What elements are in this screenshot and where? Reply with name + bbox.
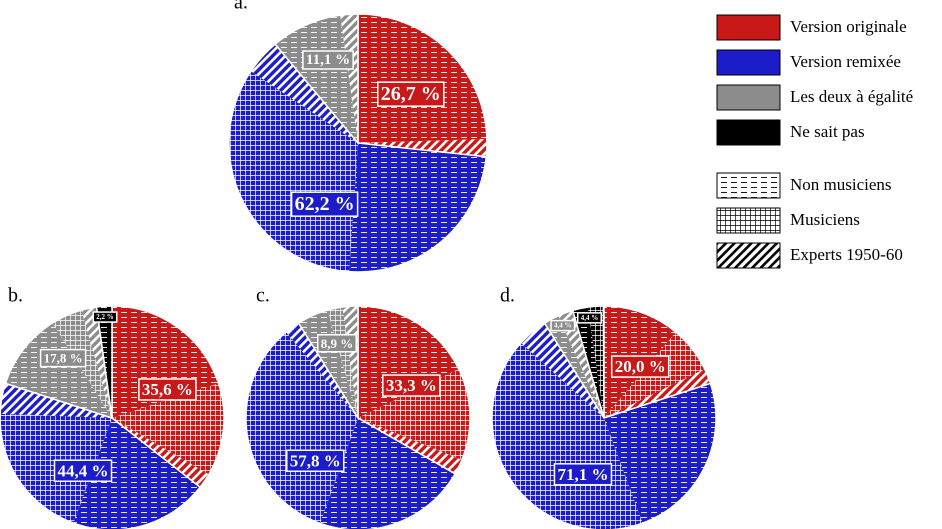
value-label: 44,4 % xyxy=(58,461,109,480)
pie-part xyxy=(112,383,224,475)
pie-slice xyxy=(245,322,457,529)
pie-slice xyxy=(491,322,717,529)
pie-part xyxy=(358,418,462,474)
pie-labels: 26,7 % 62,2 % 11,1 % xyxy=(290,50,445,217)
value-label-box xyxy=(39,348,87,368)
pie-part xyxy=(298,310,358,418)
pie-part xyxy=(358,14,487,143)
pie xyxy=(0,305,225,529)
value-label-box xyxy=(302,50,354,70)
pie-slice xyxy=(228,43,488,273)
legend-label: Experts 1950-60 xyxy=(790,245,903,264)
pie xyxy=(228,13,488,273)
value-label-box xyxy=(550,319,576,332)
pie-part xyxy=(349,143,487,273)
pie-part xyxy=(250,44,358,143)
value-label: 71,1 % xyxy=(557,465,608,484)
value-label: 2,2 % xyxy=(96,313,114,321)
pie-part xyxy=(558,310,604,418)
pie-slice xyxy=(357,13,488,158)
pie-part xyxy=(320,418,456,529)
pie-part xyxy=(5,323,112,418)
value-label-box xyxy=(92,311,118,323)
pie-part xyxy=(275,15,358,143)
pie-part xyxy=(604,383,716,524)
value-label-box xyxy=(576,312,602,324)
pie-part xyxy=(604,369,711,418)
pie-part xyxy=(81,307,112,418)
pie xyxy=(245,305,471,529)
legend-swatch xyxy=(716,84,781,111)
value-label: 33,3 % xyxy=(386,376,437,395)
value-label-box xyxy=(53,459,113,483)
value-label-box xyxy=(377,81,445,107)
pie-slice xyxy=(4,306,113,420)
pie-title: c. xyxy=(256,285,270,307)
pie-part xyxy=(358,369,471,460)
pie-labels: 20,0 % 71,1 % 4,4 % 4,4 % xyxy=(550,312,670,486)
pie xyxy=(491,305,717,529)
pie-slice xyxy=(603,305,712,420)
pie-part xyxy=(342,306,358,418)
value-label-box xyxy=(553,463,613,486)
value-label: 11,1 % xyxy=(306,52,350,68)
pie-part xyxy=(520,323,604,418)
legend-swatch xyxy=(716,242,781,269)
value-label: 35,6 % xyxy=(142,380,193,399)
pie-part xyxy=(340,14,358,143)
pie-slice xyxy=(111,305,225,489)
pie-slice xyxy=(95,305,113,419)
legend-swatch xyxy=(716,49,781,76)
value-label-box xyxy=(382,374,441,397)
legend-swatch xyxy=(716,207,781,234)
value-label: 4,4 % xyxy=(581,314,599,322)
pie-labels: 35,6 % 44,4 % 17,8 % 2,2 % xyxy=(39,311,197,483)
pie-part xyxy=(286,323,358,418)
legend-label: Les deux à égalité xyxy=(790,87,913,106)
value-label: 4,4 % xyxy=(554,322,572,330)
pie-slice xyxy=(297,305,359,421)
legend-label: Ne sait pas xyxy=(790,122,865,141)
legend-label: Musiciens xyxy=(790,210,860,229)
legend-label: Non musiciens xyxy=(790,175,892,194)
value-label-box xyxy=(138,378,197,401)
legend-swatch xyxy=(716,14,781,41)
pie-part xyxy=(112,418,209,488)
pie-slice xyxy=(571,305,605,419)
legend-swatch xyxy=(716,119,781,146)
pie-labels: 33,3 % 57,8 % 8,9 % xyxy=(286,334,441,473)
value-label: 26,7 % xyxy=(381,83,441,105)
pie-slice xyxy=(274,13,359,146)
pie-slice xyxy=(357,305,471,475)
value-label: 57,8 % xyxy=(290,451,341,470)
value-label: 17,8 % xyxy=(44,351,83,366)
pie-title: a. xyxy=(234,0,248,14)
pie-part xyxy=(358,138,487,157)
value-label-box xyxy=(290,191,359,217)
value-label-box xyxy=(286,449,345,473)
pie-title: d. xyxy=(500,285,515,307)
value-label: 20,0 % xyxy=(615,357,666,376)
pie-part xyxy=(245,332,358,524)
pie-part xyxy=(544,315,604,418)
value-label-box xyxy=(610,355,670,378)
legend-swatch xyxy=(716,172,781,199)
legend-label: Version originale xyxy=(790,17,907,36)
pie-part xyxy=(228,71,358,272)
value-label: 8,9 % xyxy=(321,336,354,351)
legend-label: Version remixée xyxy=(790,52,901,71)
pie-title: b. xyxy=(8,285,23,307)
pie-part xyxy=(587,306,604,418)
value-label: 62,2 % xyxy=(295,193,355,215)
pie-slice xyxy=(0,382,202,529)
value-label-box xyxy=(316,334,357,353)
pie-part xyxy=(73,418,201,529)
